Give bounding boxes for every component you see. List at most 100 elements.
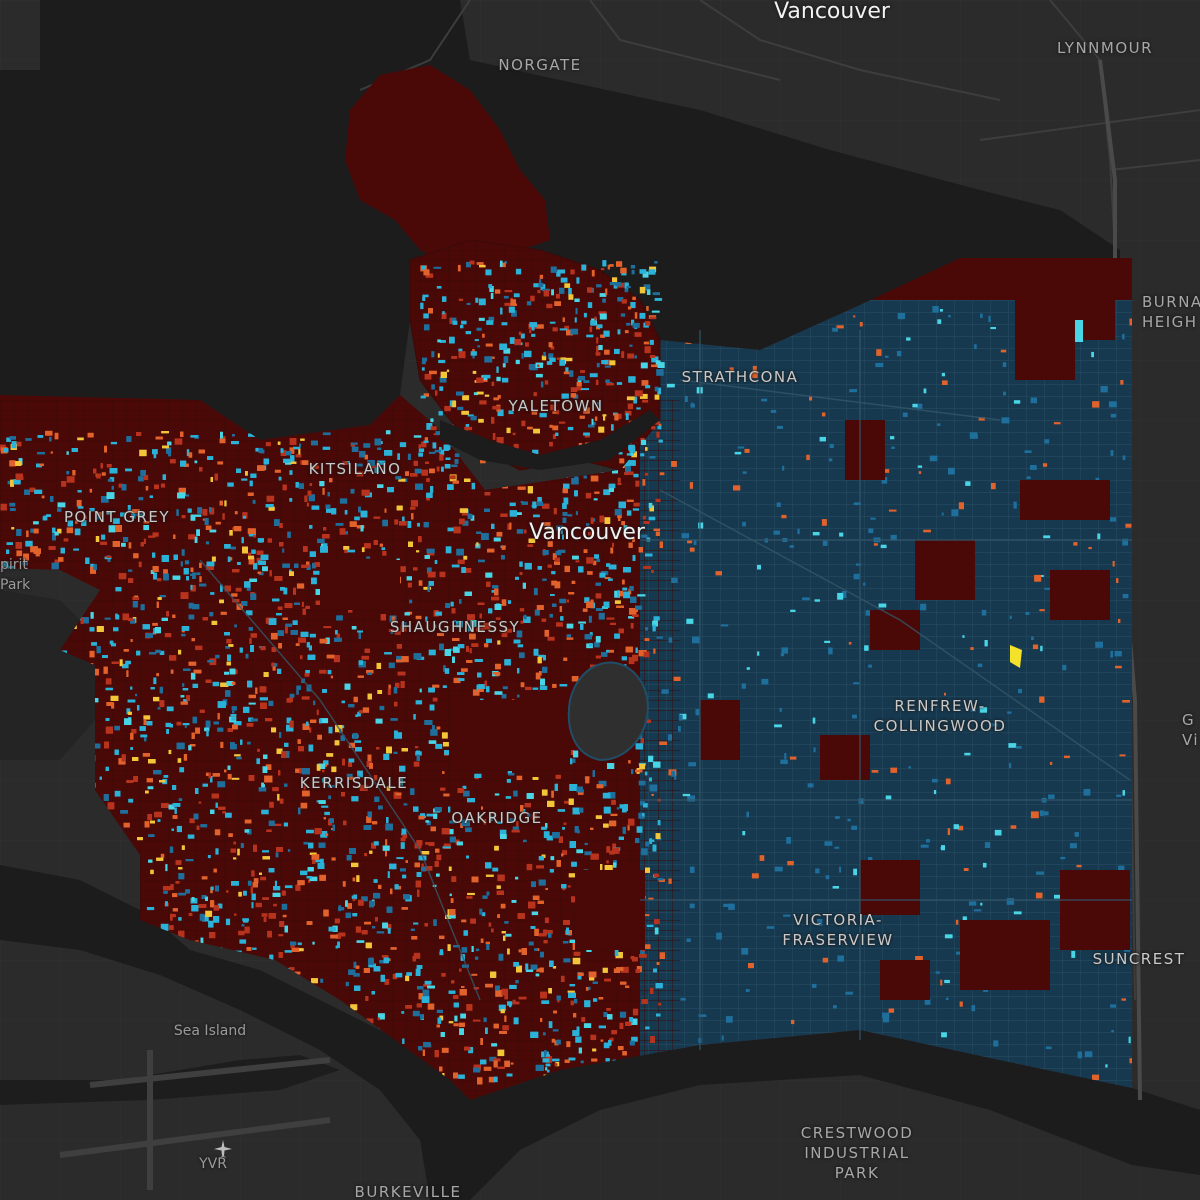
parcel-west xyxy=(169,459,176,464)
parcel-west xyxy=(534,609,540,616)
parcel-west xyxy=(517,644,524,648)
parcel-west xyxy=(538,879,546,886)
parcel-west xyxy=(160,853,165,858)
parcel-west xyxy=(516,775,523,781)
parcel-west xyxy=(361,547,365,553)
parcel-west xyxy=(560,616,564,621)
parcel-west xyxy=(410,473,418,477)
parcel-west xyxy=(506,779,511,783)
parcel-west xyxy=(447,829,454,835)
parcel-west xyxy=(593,998,598,1002)
parcel-west xyxy=(453,677,461,684)
parcel-west xyxy=(202,508,208,516)
parcel-west xyxy=(16,550,23,557)
parcel-west xyxy=(225,918,231,926)
parcel-west xyxy=(560,975,565,982)
parcel-west xyxy=(557,809,566,812)
parcel-west xyxy=(179,489,186,496)
parcel-west xyxy=(403,478,408,482)
parcel-west xyxy=(645,447,648,451)
parcel-west xyxy=(256,557,262,563)
parcel-west xyxy=(318,718,322,724)
parcel-west xyxy=(295,884,301,891)
parcel-west xyxy=(159,700,165,708)
parcel-west xyxy=(494,793,500,796)
parcel-west xyxy=(163,569,168,575)
parcel-west xyxy=(287,531,291,538)
parcel-west xyxy=(419,688,422,693)
parcel-west xyxy=(416,550,420,553)
parcel-west xyxy=(461,512,468,516)
parcel-west xyxy=(250,718,258,722)
parcel-west xyxy=(229,557,233,561)
parcel-west xyxy=(30,528,35,533)
parcel-west xyxy=(170,913,173,921)
parcel-west xyxy=(153,696,160,702)
parcel-west xyxy=(502,686,508,690)
parcel-west xyxy=(222,513,225,520)
parcel-west xyxy=(289,447,295,454)
parcel-west xyxy=(595,608,603,611)
parcel-west xyxy=(261,809,269,815)
parcel-west xyxy=(385,430,391,435)
parcel-west xyxy=(537,497,542,504)
parcel-west xyxy=(543,831,550,838)
parcel-west xyxy=(379,705,385,711)
parcel-west xyxy=(341,725,345,729)
parcel-west xyxy=(603,1012,608,1017)
parcel-west xyxy=(7,480,11,485)
parcel-west xyxy=(163,890,168,894)
parcel-west xyxy=(513,1017,519,1025)
parcel-west xyxy=(188,602,194,609)
parcel-west xyxy=(544,629,550,637)
parcel-west xyxy=(461,919,467,923)
parcel-west xyxy=(439,1015,444,1021)
parcel-west xyxy=(449,893,452,897)
parcel-west xyxy=(593,518,596,522)
parcel-west xyxy=(146,778,153,783)
parcel-west xyxy=(313,700,316,706)
parcel-west xyxy=(166,447,172,454)
parcel-west xyxy=(164,633,172,638)
parcel-west xyxy=(195,645,203,651)
parcel-west xyxy=(317,538,325,544)
parcel-west xyxy=(207,855,211,859)
parcel-west xyxy=(210,592,215,595)
parcel-west xyxy=(248,694,256,699)
parcel-west xyxy=(570,749,575,755)
parcel-west xyxy=(131,513,136,519)
parcel-west xyxy=(576,849,583,854)
parcel-west xyxy=(361,896,368,902)
parcel-west xyxy=(174,438,183,445)
parcel-west xyxy=(312,941,315,945)
parcel-west xyxy=(651,793,654,796)
parcel-west xyxy=(334,637,342,642)
parcel-west xyxy=(143,475,149,481)
parcel-west xyxy=(346,855,352,861)
parcel-west xyxy=(588,615,592,623)
parcel-west xyxy=(153,677,157,685)
parcel-west xyxy=(200,824,208,828)
parcel-west xyxy=(504,995,508,1000)
parcel-west xyxy=(126,670,129,677)
parcel-west xyxy=(396,655,403,663)
parcel-west xyxy=(104,617,111,620)
parcel-west xyxy=(233,841,236,845)
parcel-west xyxy=(153,572,157,580)
parcel-west xyxy=(555,550,562,556)
parcel-west xyxy=(281,903,288,910)
parcel-west xyxy=(465,827,472,833)
parcel-west xyxy=(133,553,139,559)
parcel-west xyxy=(379,960,388,964)
parcel-west xyxy=(470,515,475,521)
parcel-west xyxy=(394,631,401,635)
parcel-west xyxy=(507,600,512,604)
parcel-west xyxy=(584,1000,591,1008)
parcel-west xyxy=(242,512,248,519)
parcel-west xyxy=(284,603,293,609)
parcel-west xyxy=(566,1041,571,1048)
parcel-west xyxy=(343,546,350,550)
parcel-west xyxy=(382,550,387,556)
